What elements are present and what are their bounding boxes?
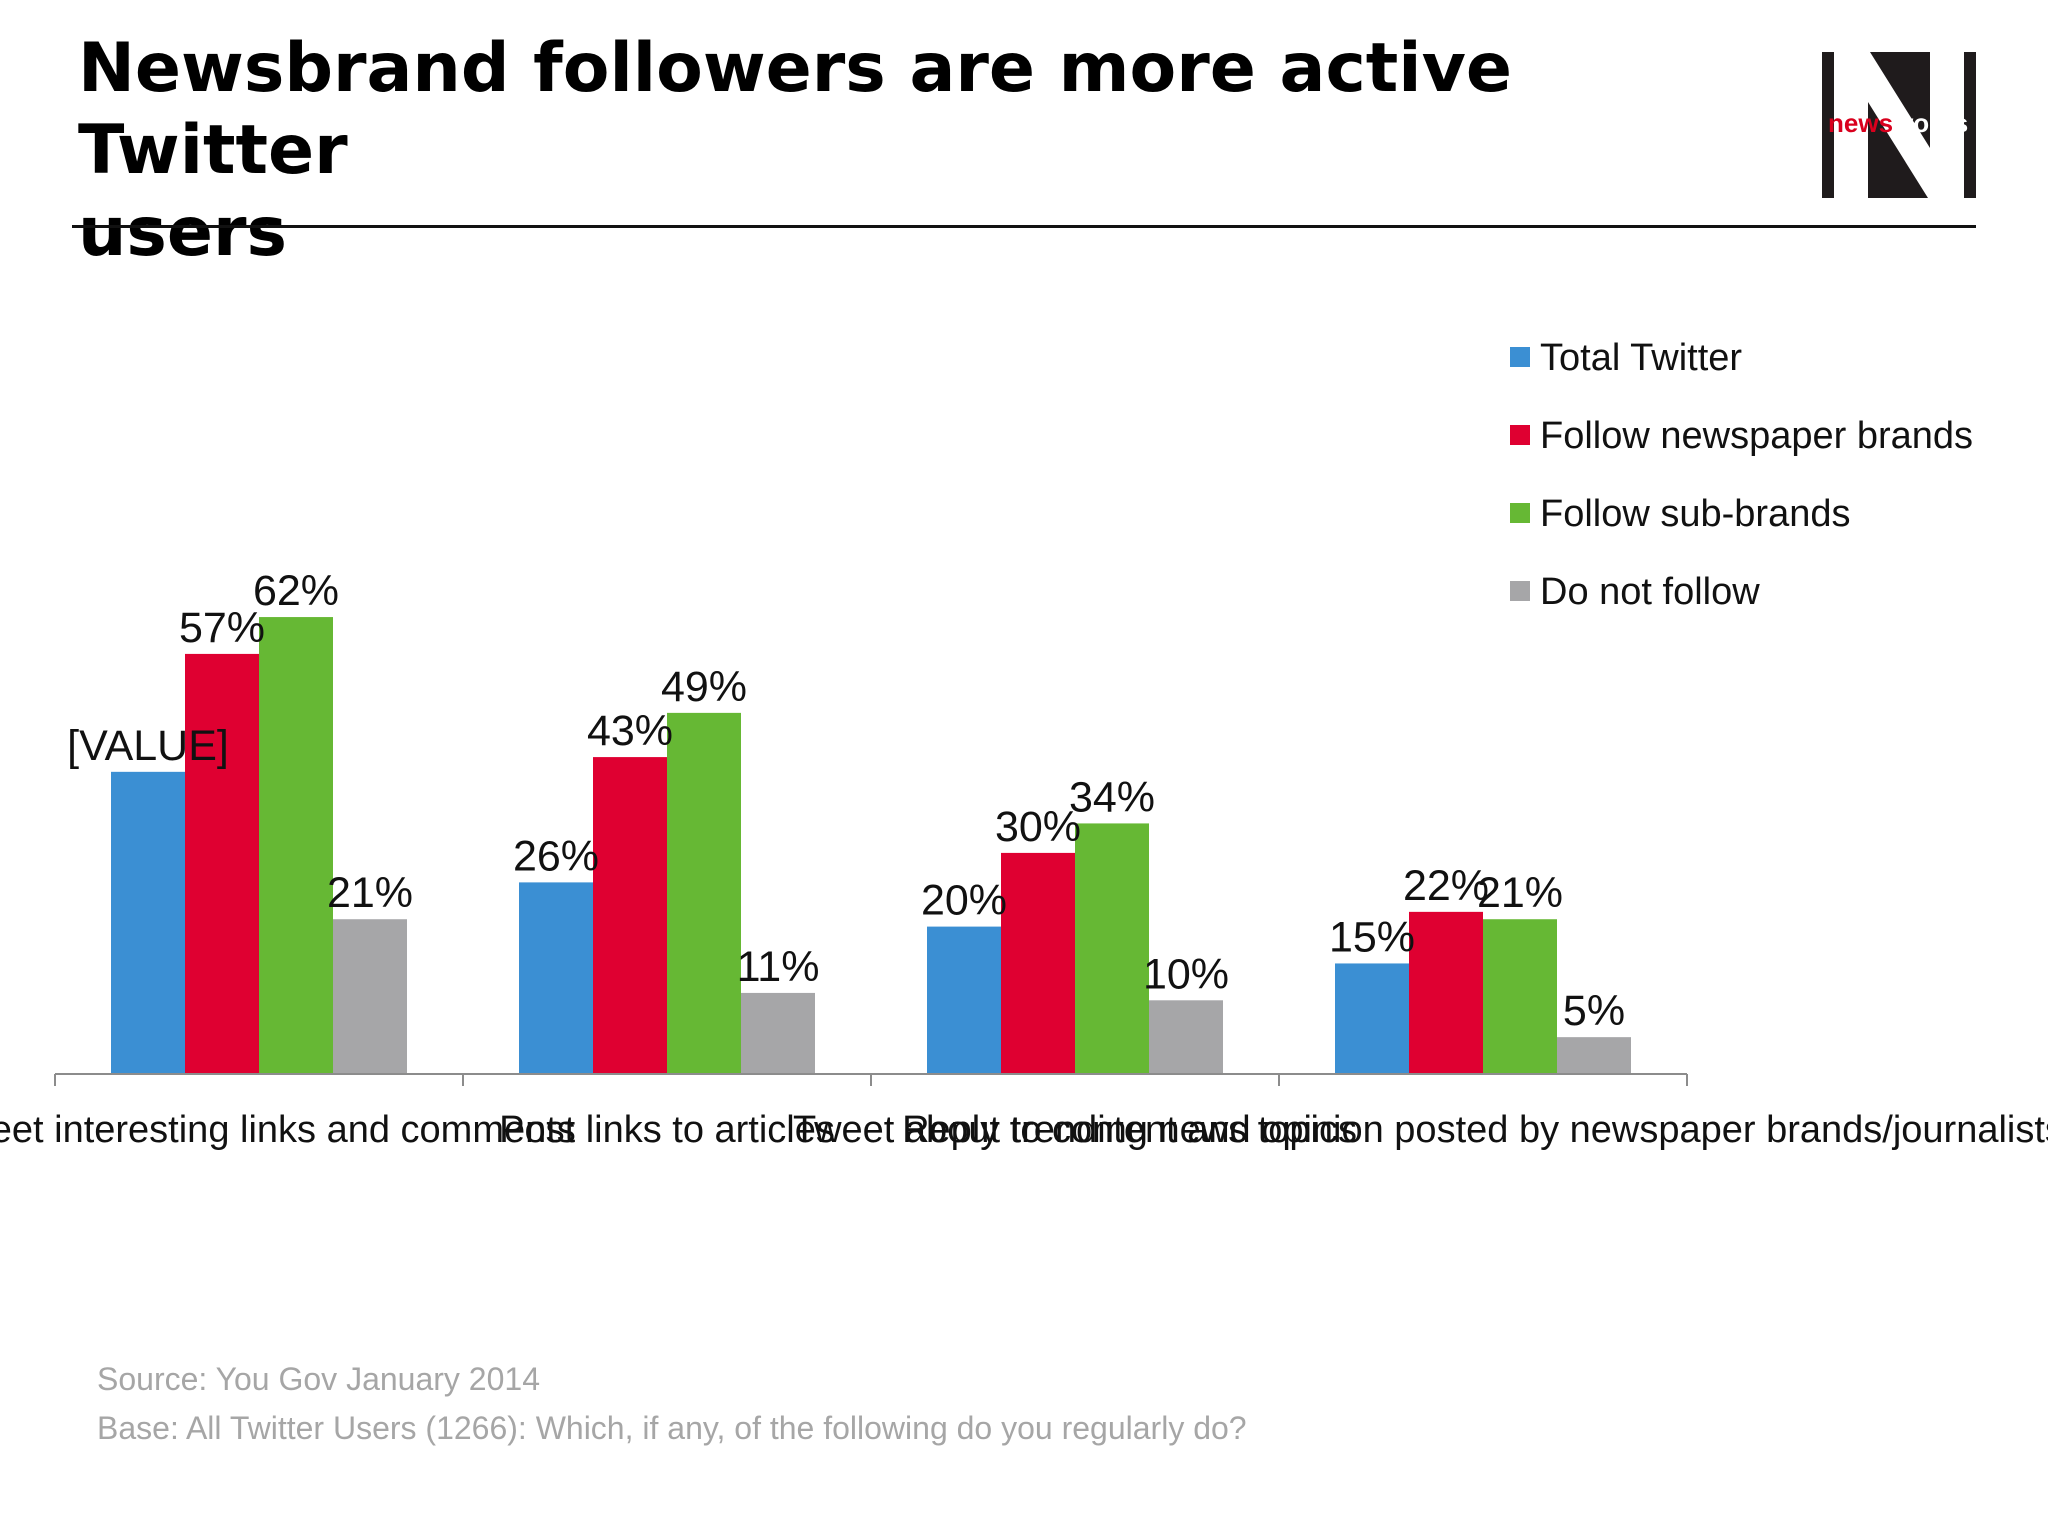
bar-do-not-follow-1	[333, 919, 407, 1074]
legend-label: Do not follow	[1540, 571, 1760, 613]
legend-item-follow-sub-brands: Follow sub-brands	[1510, 486, 1973, 564]
value-label-follow-sub-brands-1: 62%	[253, 567, 339, 615]
category-label-2: Post links to articles	[499, 1109, 835, 1151]
legend-item-follow-newspaper-brands: Follow newspaper brands	[1510, 408, 1973, 486]
legend-swatch-follow-newspaper-brands	[1510, 425, 1530, 445]
legend-swatch-do-not-follow	[1510, 581, 1530, 601]
bar-follow-newspaper-brands-1	[185, 654, 259, 1074]
value-label-do-not-follow-3: 10%	[1143, 950, 1229, 998]
bar-follow-newspaper-brands-4	[1409, 912, 1483, 1074]
legend-label: Total Twitter	[1540, 337, 1742, 379]
base-note: Base: All Twitter Users (1266): Which, i…	[97, 1404, 1247, 1453]
legend-label: Follow sub-brands	[1540, 493, 1850, 535]
legend-label: Follow newspaper brands	[1540, 415, 1973, 457]
value-label-do-not-follow-4: 5%	[1563, 987, 1625, 1035]
value-label-follow-sub-brands-2: 49%	[661, 663, 747, 711]
bar-follow-sub-brands-4	[1483, 919, 1557, 1074]
value-label-follow-sub-brands-4: 21%	[1477, 869, 1563, 917]
chart-footer: Source: You Gov January 2014 Base: All T…	[97, 1355, 1247, 1453]
bar-do-not-follow-2	[741, 993, 815, 1074]
bar-follow-newspaper-brands-2	[593, 757, 667, 1074]
bar-follow-sub-brands-1	[259, 617, 333, 1074]
x-axis	[55, 1074, 1687, 1086]
bar-do-not-follow-3	[1149, 1000, 1223, 1074]
value-label-follow-newspaper-brands-2: 43%	[587, 707, 673, 755]
category-label-4: Reply to content and opinion posted by n…	[902, 1109, 2048, 1151]
bar-do-not-follow-4	[1557, 1037, 1631, 1074]
legend-item-do-not-follow: Do not follow	[1510, 564, 1973, 642]
chart-legend: Total Twitter Follow newspaper brands Fo…	[1510, 330, 1973, 642]
category-labels-group: Tweet interesting links and commentsPost…	[0, 1109, 2048, 1151]
bar-follow-sub-brands-2	[667, 713, 741, 1074]
bar-total-twitter-3	[927, 927, 1001, 1074]
value-label-follow-sub-brands-3: 34%	[1069, 773, 1155, 821]
bar-total-twitter-1	[111, 772, 185, 1074]
value-label-total-twitter-1: [VALUE]	[67, 722, 229, 770]
value-label-do-not-follow-2: 11%	[737, 943, 820, 991]
value-label-total-twitter-3: 20%	[921, 877, 1007, 925]
bars-group	[111, 617, 1631, 1074]
legend-swatch-follow-sub-brands	[1510, 503, 1530, 523]
value-label-total-twitter-2: 26%	[513, 832, 599, 880]
legend-swatch-total-twitter	[1510, 347, 1530, 367]
value-label-total-twitter-4: 15%	[1329, 913, 1415, 961]
bar-follow-newspaper-brands-3	[1001, 853, 1075, 1074]
bar-follow-sub-brands-3	[1075, 823, 1149, 1074]
bar-total-twitter-4	[1335, 963, 1409, 1074]
category-label-1: Tweet interesting links and comments	[0, 1109, 576, 1151]
source-note: Source: You Gov January 2014	[97, 1355, 1247, 1404]
legend-item-total-twitter: Total Twitter	[1510, 330, 1973, 408]
bar-total-twitter-2	[519, 882, 593, 1074]
value-label-do-not-follow-1: 21%	[327, 869, 413, 917]
